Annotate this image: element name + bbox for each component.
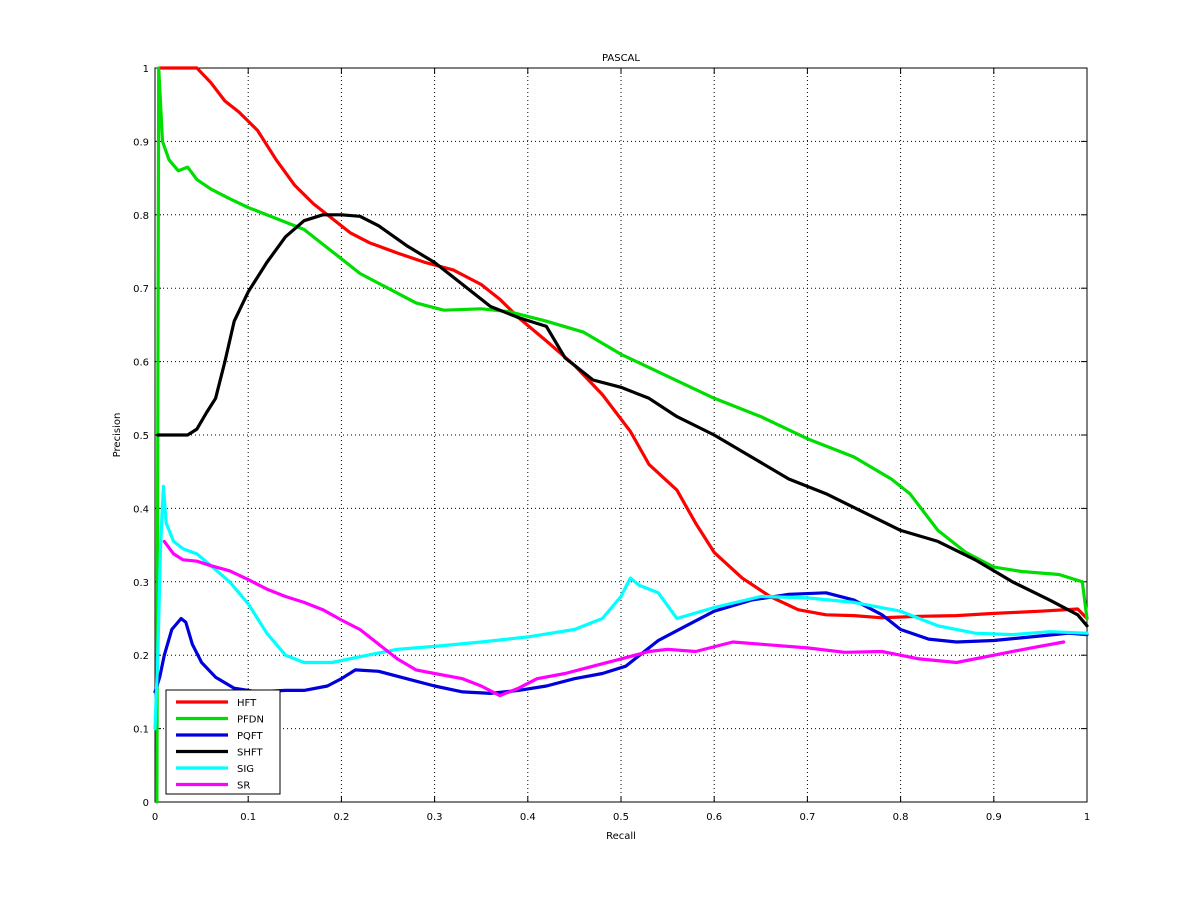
- series-line-hft: [158, 66, 1089, 621]
- series-line-shft: [156, 213, 1089, 628]
- y-tick-label: 0.8: [133, 211, 149, 222]
- x-axis-title: Recall: [606, 831, 636, 842]
- x-tick-label: 0.8: [893, 812, 909, 823]
- x-tick-label: 0.5: [613, 812, 629, 823]
- y-tick-label: 0.7: [133, 284, 149, 295]
- series-line-pqft: [153, 591, 1089, 695]
- y-tick-label: 0.2: [133, 651, 149, 662]
- y-axis-title: Precision: [112, 413, 123, 458]
- x-tick-label: 0.4: [520, 812, 536, 823]
- y-tick-label: 0.3: [133, 578, 149, 589]
- x-tick-label: 0.7: [799, 812, 815, 823]
- legend-label-pqft: PQFT: [237, 731, 263, 742]
- grid: [155, 68, 1087, 802]
- y-tick-label: 0: [143, 798, 149, 809]
- legend-label-sr: SR: [237, 781, 250, 792]
- x-tick-label: 0.3: [427, 812, 443, 823]
- legend-label-sig: SIG: [237, 764, 254, 775]
- y-tick-label: 0.1: [133, 725, 149, 736]
- axis-ticks: 0 0.1 0.2 0.3 0.4 0.5 0.6 0.7 0.8 0.9 1 0 0.1 0.2 0.3 0…: [133, 64, 1090, 823]
- chart-title: PASCAL: [602, 53, 640, 64]
- x-tick-label: 0: [152, 812, 158, 823]
- x-tick-label: 1: [1084, 812, 1090, 823]
- legend-box: [165, 689, 281, 795]
- x-tick-label: 0.1: [240, 812, 256, 823]
- x-tick-label: 0.9: [986, 812, 1002, 823]
- y-tick-label: 1: [143, 64, 149, 75]
- y-tick-label: 0.9: [133, 137, 149, 148]
- legend-label-shft: SHFT: [237, 748, 263, 759]
- x-tick-label: 0.2: [333, 812, 349, 823]
- legend-label-pfdn: PFDN: [237, 715, 264, 726]
- y-tick-label: 0.4: [133, 504, 149, 515]
- series-line-sig: [153, 484, 1089, 731]
- legend: HFT PFDN PQFT SHFT SIG SR: [165, 689, 281, 795]
- y-tick-label: 0.5: [133, 431, 149, 442]
- x-tick-label: 0.6: [706, 812, 722, 823]
- series-lines: [153, 66, 1089, 804]
- series-line-pfdn: [155, 66, 1089, 804]
- series-line-sr: [162, 539, 1066, 698]
- y-tick-label: 0.6: [133, 358, 149, 369]
- legend-label-hft: HFT: [237, 698, 257, 709]
